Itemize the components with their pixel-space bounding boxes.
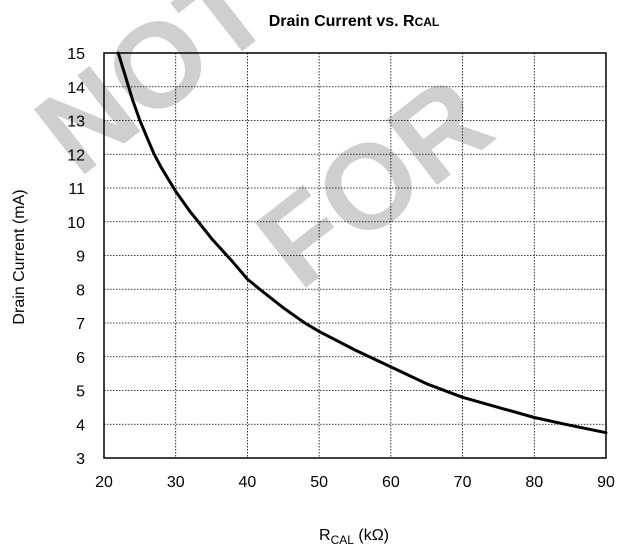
- y-tick-label: 11: [68, 181, 85, 198]
- chart-title-subscript: CAL: [415, 15, 440, 29]
- y-axis-label: Drain Current (mA): [11, 189, 28, 324]
- y-tick-label: 7: [76, 316, 85, 333]
- x-axis-ticks: 20 30 40 50 60 70 80 90: [95, 474, 615, 491]
- x-tick-label: 90: [597, 474, 615, 491]
- x-axis-label-unit: (kΩ): [354, 527, 389, 544]
- chart-title-main: Drain Current vs. R: [269, 13, 415, 30]
- y-tick-label: 14: [67, 80, 85, 97]
- plot-area: [103, 52, 607, 459]
- watermark: NOT FOR: [12, 0, 515, 313]
- y-tick-label: 13: [67, 114, 85, 131]
- watermark-text-for: FOR: [233, 52, 515, 314]
- x-tick-label: 40: [239, 474, 257, 491]
- y-tick-label: 4: [76, 417, 85, 434]
- y-tick-label: 9: [76, 249, 85, 266]
- x-axis-label-subscript: CAL: [331, 533, 355, 547]
- x-tick-label: 70: [454, 474, 472, 491]
- x-tick-label: 80: [525, 474, 543, 491]
- y-tick-label: 6: [76, 350, 85, 367]
- y-tick-label: 10: [67, 215, 85, 232]
- chart-title: Drain Current vs. RCAL: [269, 13, 439, 30]
- x-tick-label: 50: [310, 474, 328, 491]
- watermark-text-not: NOT: [12, 0, 294, 200]
- x-axis-label: RCAL (kΩ): [319, 527, 389, 547]
- series-line: [116, 51, 608, 435]
- x-tick-label: 30: [167, 474, 185, 491]
- y-tick-label: 8: [76, 282, 85, 299]
- x-tick-label: 60: [382, 474, 400, 491]
- y-tick-label: 5: [76, 384, 85, 401]
- x-tick-label: 20: [95, 474, 113, 491]
- x-axis-label-main: R: [319, 527, 331, 544]
- grid: [104, 53, 606, 458]
- y-tick-label: 3: [76, 451, 85, 468]
- y-tick-label: 15: [67, 46, 85, 63]
- y-axis-ticks: 3 4 5 6 7 8 9 10 11 12 13 14 15: [67, 46, 85, 468]
- y-tick-label: 12: [67, 147, 85, 164]
